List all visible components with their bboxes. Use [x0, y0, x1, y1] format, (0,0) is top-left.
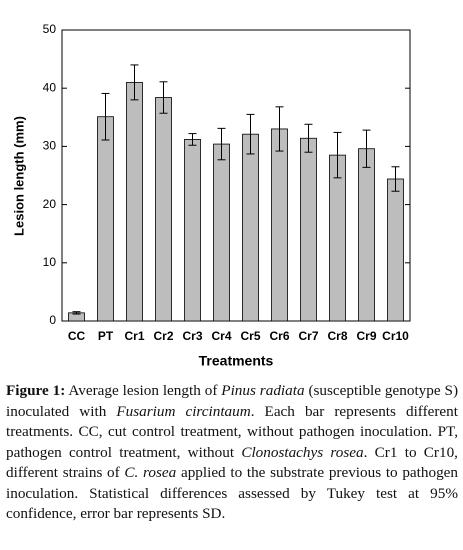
x-tick-label: PT: [98, 329, 114, 343]
chart: Treatments Lesion length (mm) 0 10 20 30 40 5…: [11, 22, 411, 369]
x-tick-label: Cr10: [382, 329, 409, 343]
error-bar: [101, 92, 110, 141]
x-tick-label: Cr4: [211, 329, 231, 343]
y-tick-label: 30: [43, 139, 57, 153]
error-bar: [159, 81, 168, 114]
bar: [271, 128, 288, 322]
x-tick-label: Cr5: [240, 329, 260, 343]
caption: Figure 1: Average lesion length of Pinus…: [6, 381, 458, 525]
caption-text: Fusarium circintaum: [116, 402, 251, 420]
caption-text: C. rosea: [124, 464, 177, 481]
bar: [155, 97, 172, 322]
bar: [242, 133, 259, 322]
error-bar: [72, 311, 81, 315]
bar: [213, 143, 230, 322]
error-bar: [362, 129, 371, 168]
bar: [184, 139, 201, 322]
error-bar: [275, 106, 284, 152]
error-bar: [188, 133, 197, 146]
x-tick-label: Cr6: [269, 329, 289, 343]
x-tick-label: Cr9: [356, 329, 376, 343]
error-bar: [246, 113, 255, 155]
bar: [329, 154, 346, 322]
caption-text: Pinus radiata: [221, 382, 305, 399]
y-tick-label: 50: [43, 22, 57, 36]
x-tick-label: Cr2: [153, 329, 173, 343]
error-bar: [391, 166, 400, 192]
x-tick-label: Cr1: [124, 329, 144, 343]
caption-text: (susceptible genotype S) inoculated with: [6, 382, 459, 420]
y-axis-label: Lesion length (mm): [11, 116, 26, 236]
x-tick-label: Cr3: [182, 329, 202, 343]
error-bar: [333, 131, 342, 179]
error-bar: [304, 123, 313, 153]
caption-text: Clonostachys rosea: [241, 443, 364, 461]
bar: [97, 116, 114, 322]
bar: [387, 178, 404, 322]
bar: [126, 81, 143, 322]
x-tick-label: Cr7: [298, 329, 318, 343]
x-tick-label: Cr8: [327, 329, 347, 343]
plot-frame: [61, 29, 411, 322]
caption-label: Figure 1:: [6, 382, 66, 399]
x-axis-label: Treatments: [199, 353, 274, 369]
error-bar: [130, 64, 139, 101]
caption-text: Average lesion length of: [68, 382, 222, 399]
caption-text: . Each bar represents different treatmen…: [6, 402, 458, 461]
caption-text: . Cr1 to Cr10, different strains of: [6, 443, 458, 482]
error-bar: [217, 127, 226, 161]
y-tick-label: 10: [43, 255, 57, 269]
y-tick-label: 40: [43, 80, 57, 94]
y-tick-label: 0: [49, 313, 56, 327]
y-tick-label: 20: [43, 197, 57, 211]
x-tick-label: CC: [68, 329, 86, 343]
bar: [358, 148, 375, 322]
bar: [300, 137, 317, 322]
caption-text: applied to the substrate previous to pat…: [6, 464, 459, 522]
